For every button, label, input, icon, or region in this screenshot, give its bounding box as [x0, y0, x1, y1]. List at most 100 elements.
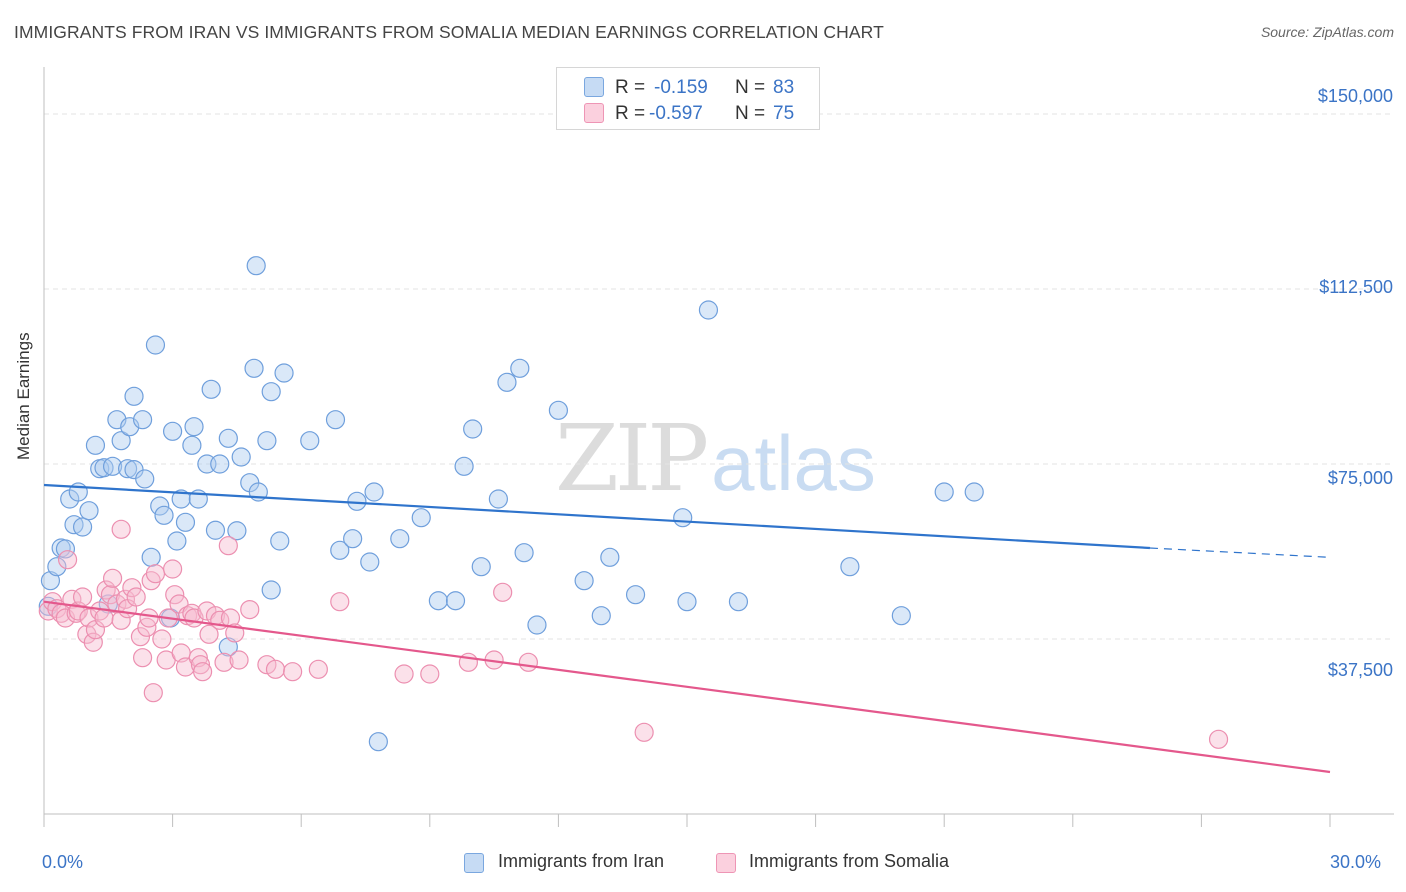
iran-data-point [145, 335, 166, 355]
iran-data-point [117, 459, 138, 479]
watermark-atlas: atlas [711, 419, 876, 507]
iran-data-point [300, 431, 320, 451]
somalia-data-point [218, 536, 238, 556]
somalia-data-point [57, 550, 78, 570]
iran-data-point [210, 454, 230, 474]
somalia-data-point [1208, 729, 1229, 749]
iran-data-point [150, 496, 170, 516]
iran-data-point [698, 300, 719, 320]
somalia-data-point [420, 664, 440, 684]
iran-data-point [330, 540, 350, 560]
iran-data-point [244, 358, 264, 378]
iran-data-point [132, 410, 153, 430]
iran-data-point [72, 517, 93, 537]
somalia-data-point [165, 585, 185, 605]
somalia-data-point [139, 608, 159, 628]
iran-data-point [246, 256, 266, 276]
legend-n-value: 83 [773, 77, 795, 98]
somalia-data-point [229, 650, 249, 670]
legend-row-somalia: R = -0.597 N = 75 [557, 103, 819, 127]
iran-data-point [163, 421, 183, 441]
source-credit: Source: ZipAtlas.com [1260, 24, 1394, 40]
iran-data-point [364, 482, 384, 502]
legend-n-value: 75 [773, 103, 795, 124]
iran-data-point [891, 606, 911, 626]
iran-data-point [600, 547, 620, 567]
iran-data-point [934, 482, 954, 502]
bottom-legend-swatch-somalia [716, 853, 736, 873]
iran-data-point [227, 521, 247, 541]
somalia-data-point [214, 652, 234, 672]
somalia-data-point [130, 627, 151, 647]
iran-data-point [231, 447, 251, 467]
somalia-data-point [197, 601, 217, 621]
y-tick-label: $150,000 [1317, 86, 1393, 106]
iran-data-point [184, 417, 204, 437]
legend-n-label: N = [735, 77, 766, 98]
watermark-zip: ZIP [555, 405, 709, 512]
y-tick-label: $75,000 [1327, 468, 1393, 488]
somalia-data-point [152, 629, 172, 649]
somalia-data-point [308, 659, 328, 679]
iran-data-point [411, 508, 431, 528]
iran-data-point [673, 508, 693, 528]
somalia-data-point [493, 582, 513, 602]
chart-title: IMMIGRANTS FROM IRAN VS IMMIGRANTS FROM … [14, 22, 884, 42]
somalia-data-point [111, 519, 131, 539]
iran-data-point [497, 372, 517, 392]
iran-data-point [574, 571, 594, 591]
somalia-data-point [94, 608, 114, 628]
iran-data-point [471, 557, 491, 577]
y-tick-label: $112,500 [1319, 277, 1393, 297]
iran-data-point [728, 592, 749, 612]
iran-data-point [135, 469, 155, 489]
somalia-data-point [283, 662, 303, 682]
iran-data-point [257, 431, 277, 451]
iran-data-point [454, 456, 474, 476]
x-tick-max: 30.0% [1330, 852, 1382, 872]
somalia-data-point [190, 655, 211, 675]
iran-data-point [175, 512, 196, 532]
iran-data-point [840, 557, 860, 577]
somalia-data-point [518, 652, 538, 672]
iran-data-point [343, 529, 363, 549]
legend-swatch-iran [584, 77, 604, 97]
iran-data-point [167, 531, 187, 551]
iran-data-point [182, 435, 202, 455]
somalia-data-point [132, 648, 153, 668]
somalia-data-point [163, 559, 183, 579]
iran-trend-extension [1149, 547, 1331, 558]
legend-r-label: R = [615, 103, 646, 124]
iran-data-point [347, 491, 367, 511]
iran-data-point [527, 615, 547, 635]
somalia-data-point [77, 624, 97, 644]
iran-data-point [141, 547, 161, 567]
iran-data-point [218, 637, 238, 657]
iran-data-point [111, 431, 131, 451]
iran-data-point [201, 379, 221, 399]
legend-swatch-somalia [584, 103, 604, 123]
y-tick-label: $37,500 [1327, 660, 1393, 680]
iran-data-point [510, 358, 530, 378]
correlation-legend: R = -0.159 N = 83 R = -0.597 N = 75 [556, 67, 820, 130]
somalia-data-point [265, 659, 286, 679]
bottom-legend-label-somalia: Immigrants from Somalia [749, 851, 950, 871]
legend-r-label: R = [615, 77, 646, 98]
iran-data-point [428, 591, 448, 611]
somalia-data-point [145, 564, 166, 584]
iran-data-point [218, 428, 238, 448]
somalia-data-point [79, 608, 99, 628]
iran-data-point [514, 543, 534, 563]
iran-data-point [261, 382, 281, 402]
somalia-data-point [193, 662, 213, 682]
iran-data-point [274, 363, 294, 383]
iran-data-point [270, 531, 290, 551]
somalia-data-point [330, 592, 350, 612]
somalia-data-point [199, 624, 219, 644]
x-tick-min: 0.0% [42, 852, 84, 872]
somalia-data-point [72, 587, 93, 607]
somalia-data-point [634, 722, 654, 742]
somalia-trend-line [43, 600, 1331, 774]
iran-data-point [625, 585, 646, 605]
